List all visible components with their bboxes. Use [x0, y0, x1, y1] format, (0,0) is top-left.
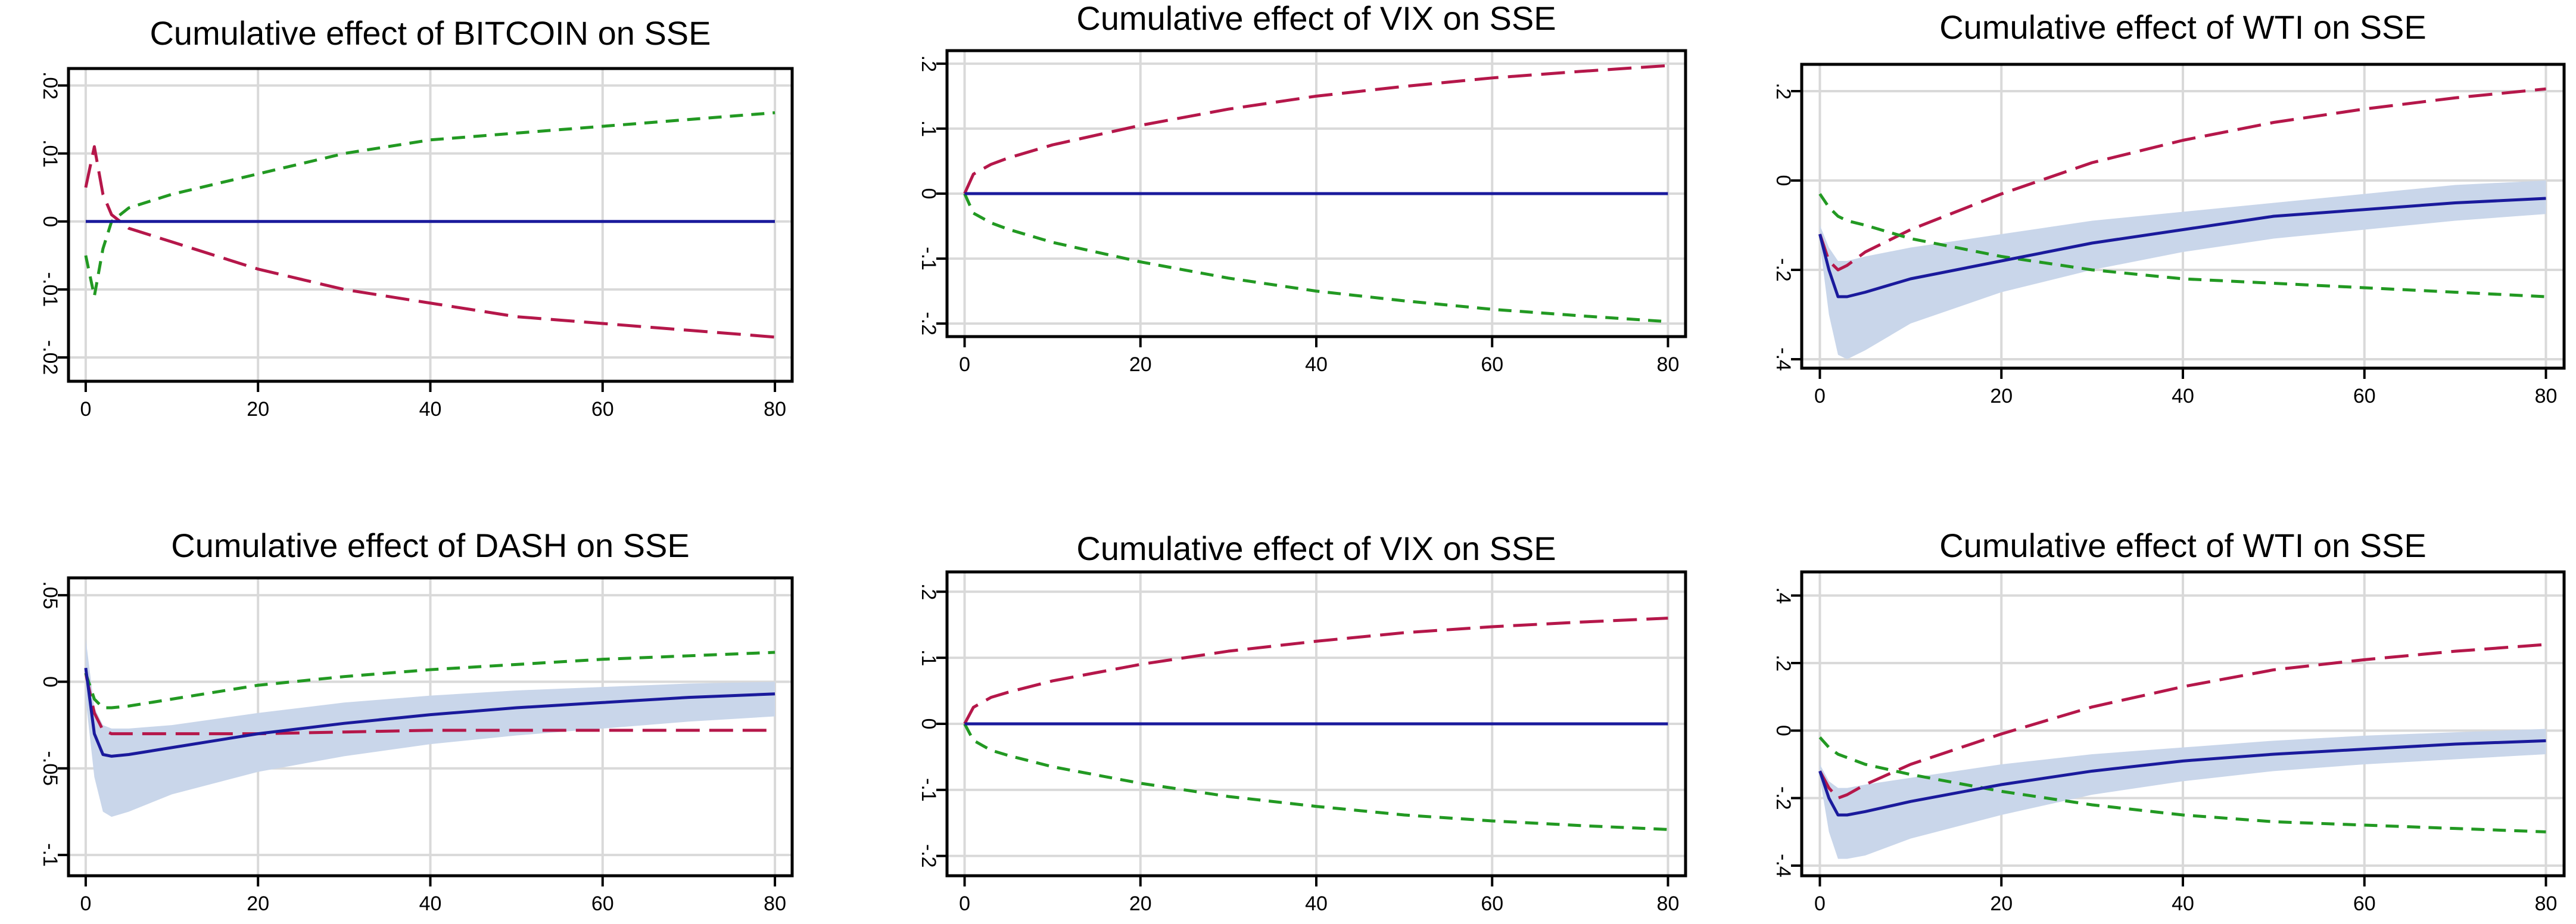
- x-tick-label: 0: [959, 353, 970, 376]
- y-tick-label: -.01: [39, 272, 61, 307]
- chart-panel-2: 0 20 40 60 80 -.2 -.1 0 .1 .2 Cumulative effect of…: [917, 0, 1687, 376]
- chart-title: Cumulative effect of VIX on SSE: [1076, 0, 1556, 37]
- x-tick-label: 80: [764, 398, 786, 421]
- chart-panel-1: 0 20 40 60 80 -.02 -.01 0 .01 .02 Cumulative effec…: [39, 14, 794, 421]
- y-tick-label: -.4: [1772, 854, 1795, 878]
- chart-title: Cumulative effect of DASH on SSE: [171, 527, 690, 564]
- confidence-band: [1820, 729, 2546, 859]
- series-line-irf: [1818, 739, 2546, 817]
- plot-area: [1818, 87, 2546, 359]
- x-tick-label: 40: [2172, 385, 2194, 407]
- y-tick-label: .05: [39, 581, 61, 609]
- x-tick-label: 60: [591, 398, 614, 421]
- y-tick-label: .02: [39, 71, 61, 99]
- x-tick-label: 0: [80, 892, 91, 915]
- confidence-band: [85, 638, 775, 817]
- x-tick-label: 20: [247, 398, 269, 421]
- series-line-upper: [84, 145, 775, 339]
- x-tick-label: 80: [1657, 892, 1680, 915]
- x-tick-label: 0: [80, 398, 91, 421]
- x-tick-label: 80: [2535, 892, 2558, 915]
- x-tick-label: 40: [2172, 892, 2194, 915]
- x-tick-label: 60: [1481, 892, 1503, 915]
- series-line-lower: [84, 111, 775, 298]
- y-tick-label: -.1: [917, 247, 940, 270]
- x-tick-label: 60: [2353, 892, 2376, 915]
- x-tick-label: 0: [1814, 892, 1826, 915]
- chart-panel-4: 0 20 40 60 80 -.1 -.05 0 .05 Cumulative effect of…: [39, 527, 794, 915]
- y-tick-label: -.05: [39, 751, 61, 786]
- plot-area: [1818, 643, 2546, 859]
- y-tick-label: -.4: [1772, 347, 1795, 371]
- x-tick-label: 20: [1129, 353, 1152, 376]
- series-line-lower: [1818, 193, 2546, 298]
- y-tick-label: .2: [917, 583, 940, 600]
- plot-area: [963, 64, 1668, 323]
- y-tick-label: .1: [917, 649, 940, 666]
- series-line-lower: [84, 651, 775, 710]
- chart-title: Cumulative effect of WTI on SSE: [1939, 8, 2427, 46]
- y-tick-label: -.2: [1772, 786, 1795, 810]
- x-tick-label: 40: [419, 892, 442, 915]
- x-tick-label: 40: [419, 398, 442, 421]
- x-tick-label: 0: [959, 892, 970, 915]
- plot-area: [84, 638, 775, 817]
- series-line-lower: [963, 192, 1668, 323]
- y-tick-label: -.2: [917, 844, 940, 868]
- series-line-upper: [963, 617, 1668, 725]
- chart-panel-3: 0 20 40 60 80 -.4 -.2 0 .2 Cumulative effect of W…: [1772, 8, 2566, 407]
- y-tick-label: -.2: [1772, 258, 1795, 282]
- x-tick-label: 60: [2353, 385, 2376, 407]
- chart-panel-5: 0 20 40 60 80 -.2 -.1 0 .1 .2 Cumulative effect of…: [917, 530, 1687, 915]
- x-tick-label: 60: [591, 892, 614, 915]
- x-tick-label: 20: [1990, 892, 2013, 915]
- x-tick-label: 80: [1657, 353, 1680, 376]
- y-tick-label: 0: [917, 718, 940, 730]
- series-line-lower: [963, 723, 1668, 831]
- series-line-upper: [963, 64, 1668, 195]
- x-tick-label: 20: [1129, 892, 1152, 915]
- y-tick-label: .2: [1772, 655, 1795, 671]
- y-tick-label: 0: [39, 216, 61, 227]
- x-tick-label: 80: [2535, 385, 2558, 407]
- plot-area: [84, 111, 775, 339]
- x-tick-label: 60: [1481, 353, 1503, 376]
- chart-title: Cumulative effect of BITCOIN on SSE: [149, 14, 711, 52]
- series-line-upper: [1818, 87, 2546, 272]
- chart-title: Cumulative effect of VIX on SSE: [1076, 530, 1556, 567]
- series-line-irf: [84, 667, 775, 758]
- chart-panel-6: 0 20 40 60 80 -.4 -.2 0 .2 .4 Cumulative effect of…: [1772, 527, 2566, 915]
- series-line-lower: [1818, 736, 2546, 833]
- y-tick-label: .1: [917, 120, 940, 137]
- y-tick-label: -.1: [917, 778, 940, 802]
- plot-area: [963, 617, 1668, 831]
- x-tick-label: 80: [764, 892, 786, 915]
- y-tick-label: 0: [1772, 175, 1795, 186]
- y-tick-label: 0: [917, 188, 940, 200]
- y-tick-label: .01: [39, 139, 61, 167]
- y-tick-label: 0: [1772, 725, 1795, 736]
- y-tick-label: -.2: [917, 312, 940, 335]
- y-tick-label: -.02: [39, 340, 61, 375]
- y-tick-label: -.1: [39, 843, 61, 867]
- y-tick-label: 0: [39, 676, 61, 687]
- x-tick-label: 40: [1305, 892, 1328, 915]
- series-line-irf: [1818, 197, 2546, 298]
- x-tick-label: 20: [1990, 385, 2013, 407]
- x-tick-label: 40: [1305, 353, 1328, 376]
- x-tick-label: 0: [1814, 385, 1826, 407]
- y-tick-label: .2: [1772, 83, 1795, 99]
- confidence-band: [1820, 181, 2546, 359]
- chart-title: Cumulative effect of WTI on SSE: [1939, 527, 2427, 564]
- series-line-upper: [1818, 643, 2546, 800]
- y-tick-label: .4: [1772, 587, 1795, 603]
- y-tick-label: .2: [917, 55, 940, 72]
- x-tick-label: 20: [247, 892, 269, 915]
